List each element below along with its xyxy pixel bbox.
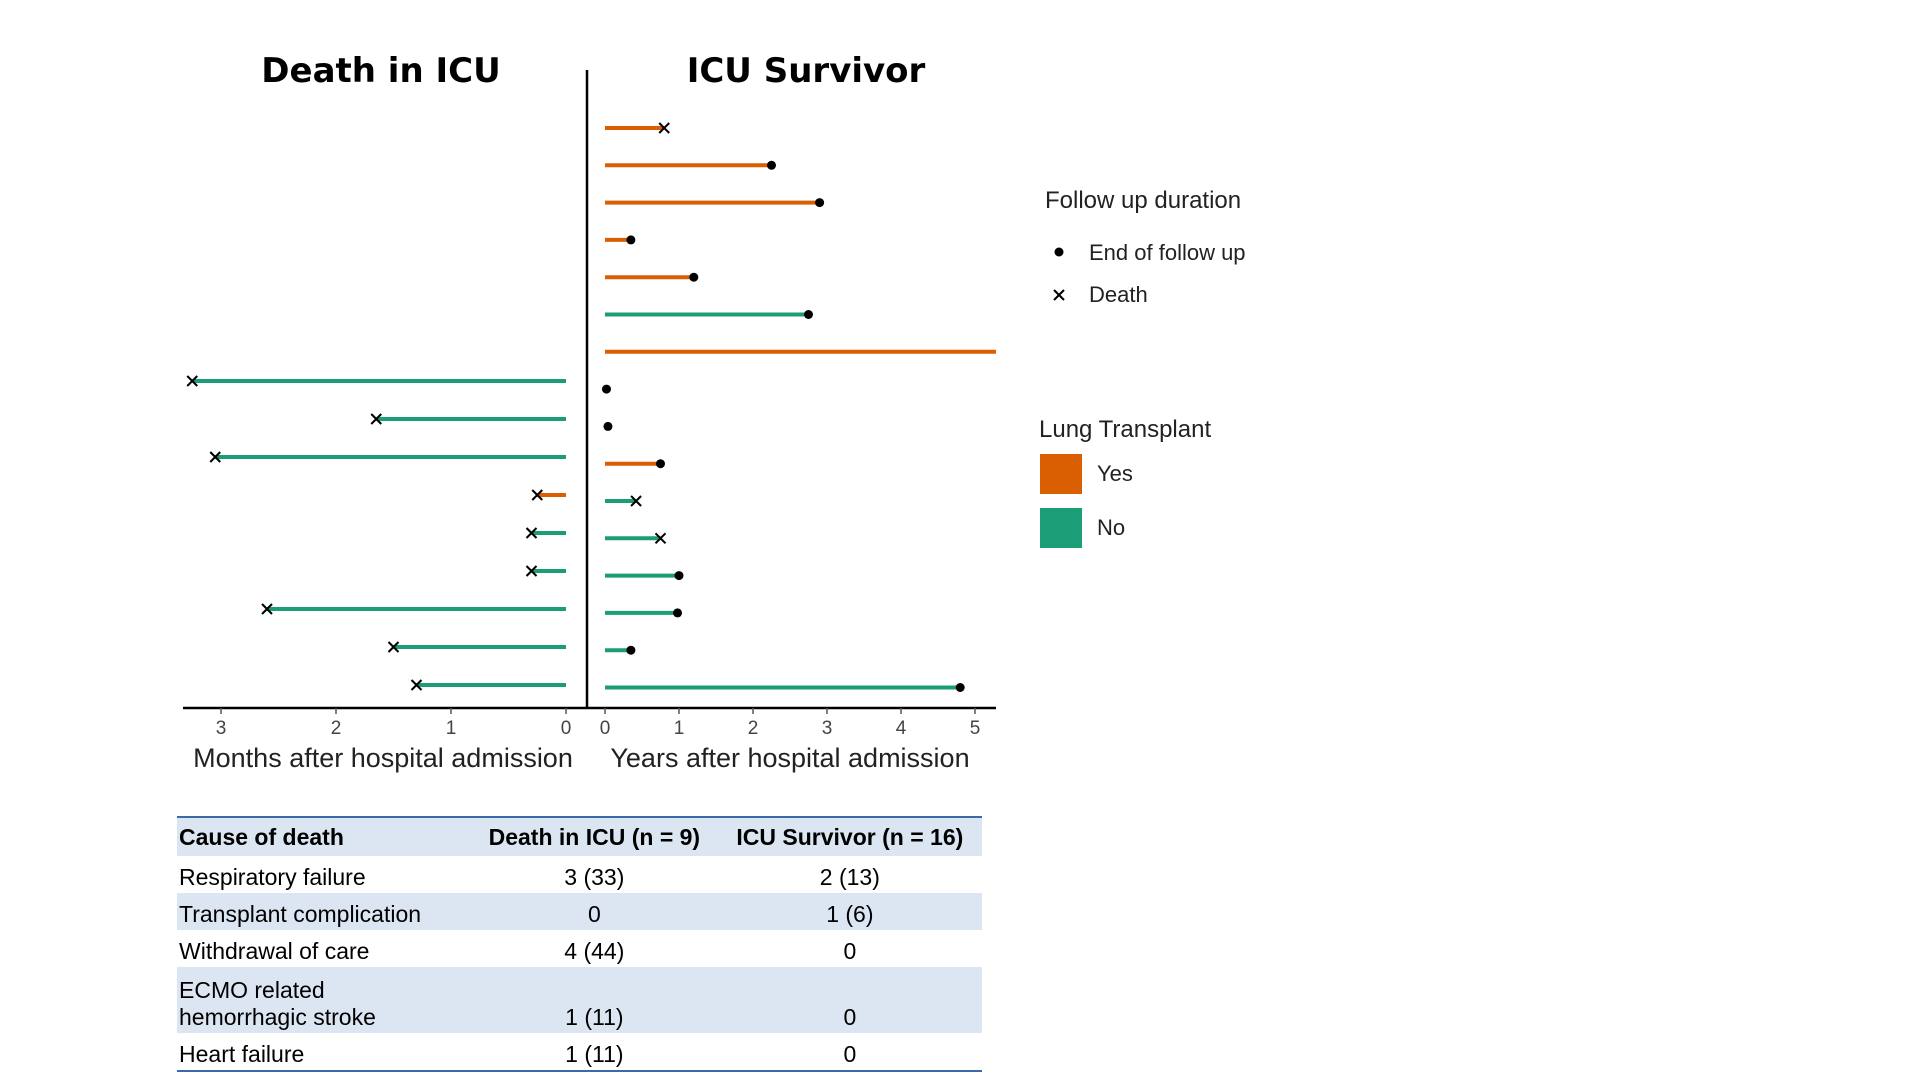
cause-of-death-table: Cause of death Death in ICU (n = 9) ICU … xyxy=(177,816,982,1072)
right-tick-label: 3 xyxy=(822,718,833,739)
table-cell-icu-survivor: 2 (13) xyxy=(819,864,880,890)
legend-no-swatch xyxy=(1040,508,1082,548)
end-of-follow-up-marker xyxy=(601,384,611,394)
legend-no-label: No xyxy=(1097,515,1125,540)
end-of-follow-up-marker xyxy=(626,645,636,655)
death-in-icu-bars xyxy=(186,375,566,691)
end-of-follow-up-marker xyxy=(689,272,699,282)
table-cell-death-in-icu: 3 (33) xyxy=(564,864,625,890)
table-row: Transplant complication 0 1 (6) xyxy=(177,893,982,930)
legend-cross-icon xyxy=(1053,289,1065,301)
legend-death-label: Death xyxy=(1089,282,1148,307)
left-axis-ticks: 0 1 2 3 xyxy=(216,708,572,739)
table-cell-death-in-icu: 4 (44) xyxy=(564,938,625,964)
end-of-follow-up-marker xyxy=(674,571,684,581)
end-of-follow-up-marker xyxy=(767,160,776,170)
table-cell-cause: Withdrawal of care xyxy=(179,938,370,964)
death-marker-stroke-b xyxy=(209,451,221,463)
death-marker xyxy=(186,375,198,387)
table-header-cause: Cause of death xyxy=(179,823,344,850)
right-tick-label: 1 xyxy=(674,718,685,739)
death-marker xyxy=(261,603,273,615)
death-marker-stroke-b xyxy=(370,413,382,425)
legend-follow-up: Follow up duration End of follow up Deat… xyxy=(1045,187,1246,307)
table-cell-cause: Heart failure xyxy=(179,1041,305,1067)
left-tick-label: 1 xyxy=(446,718,457,739)
right-axis-ticks: 0 1 2 3 4 5 xyxy=(600,708,981,739)
table-cell-icu-survivor: 0 xyxy=(843,1041,857,1067)
table-cell-icu-survivor: 0 xyxy=(843,938,857,964)
left-panel-title: Death in ICU xyxy=(261,51,500,91)
left-x-axis-title: Months after hospital admission xyxy=(193,743,573,773)
table-row: Heart failure 1 (11) 0 xyxy=(177,1033,982,1071)
death-marker xyxy=(630,495,642,507)
death-marker xyxy=(654,532,667,545)
table-header-row: Cause of death Death in ICU (n = 9) ICU … xyxy=(177,817,982,856)
legend-follow-up-title: Follow up duration xyxy=(1045,187,1241,214)
left-tick-label: 3 xyxy=(216,718,227,739)
death-marker-stroke-b xyxy=(186,375,198,387)
death-marker xyxy=(531,489,543,501)
death-marker xyxy=(387,641,400,653)
table-header-icu-survivor: ICU Survivor (n = 16) xyxy=(736,823,964,850)
end-of-follow-up-marker xyxy=(626,235,636,245)
right-tick-label: 4 xyxy=(896,718,907,739)
death-marker-stroke-b xyxy=(525,565,538,577)
table-cell-icu-survivor: 1 (6) xyxy=(826,901,874,927)
death-marker xyxy=(525,527,538,539)
right-tick-label: 0 xyxy=(600,718,611,739)
death-marker-stroke-b xyxy=(525,527,538,539)
table-cell-death-in-icu: 0 xyxy=(587,901,601,927)
death-marker-stroke-b xyxy=(630,495,642,507)
death-marker xyxy=(410,679,423,691)
table-row: Withdrawal of care 4 (44) 0 xyxy=(177,930,982,967)
end-of-follow-up-marker xyxy=(804,310,813,319)
death-marker-stroke-b xyxy=(410,679,423,691)
death-marker-stroke-b xyxy=(654,532,667,545)
death-marker xyxy=(658,122,670,134)
legend-yes-label: Yes xyxy=(1097,461,1133,486)
legend-dot-icon xyxy=(1054,247,1064,257)
table-row: Respiratory failure 3 (33) 2 (13) xyxy=(177,856,982,893)
table-header-death-in-icu: Death in ICU (n = 9) xyxy=(488,823,701,850)
death-marker xyxy=(370,413,382,425)
legend-lung-transplant-title: Lung Transplant xyxy=(1039,416,1211,443)
table-row: ECMO related hemorrhagic stroke 1 (11) 0 xyxy=(177,967,982,1033)
end-of-follow-up-marker xyxy=(815,198,825,208)
right-x-axis-title: Years after hospital admission xyxy=(610,743,969,773)
death-marker-stroke-b xyxy=(531,489,543,501)
table-cell-cause: Respiratory failure xyxy=(179,864,366,890)
end-of-follow-up-marker xyxy=(603,421,613,431)
death-marker xyxy=(209,451,221,463)
end-of-follow-up-marker xyxy=(955,683,965,692)
left-tick-label: 2 xyxy=(331,718,342,739)
right-panel-title: ICU Survivor xyxy=(687,51,926,91)
right-tick-label: 2 xyxy=(748,718,759,739)
left-tick-label: 0 xyxy=(561,718,572,739)
right-tick-label: 5 xyxy=(970,718,981,739)
table-cell-death-in-icu: 1 (11) xyxy=(565,1004,624,1030)
legend-end-of-follow-up-label: End of follow up xyxy=(1089,240,1246,265)
table-cell-icu-survivor: 0 xyxy=(843,1004,857,1030)
death-marker-stroke-b xyxy=(387,641,400,653)
table-cell-death-in-icu: 1 (11) xyxy=(565,1041,624,1067)
legend-yes-swatch xyxy=(1040,454,1082,494)
death-marker-stroke-b xyxy=(658,122,670,134)
table-cell-cause: ECMO related hemorrhagic stroke xyxy=(179,977,376,1030)
end-of-follow-up-marker xyxy=(673,608,683,618)
death-marker xyxy=(525,565,538,577)
icu-survivor-bars xyxy=(601,122,996,692)
legend-lung-transplant: Lung Transplant Yes No xyxy=(1039,416,1211,548)
end-of-follow-up-marker xyxy=(656,459,665,469)
death-marker-stroke-b xyxy=(261,603,273,615)
table-cell-cause: Transplant complication xyxy=(179,901,422,927)
